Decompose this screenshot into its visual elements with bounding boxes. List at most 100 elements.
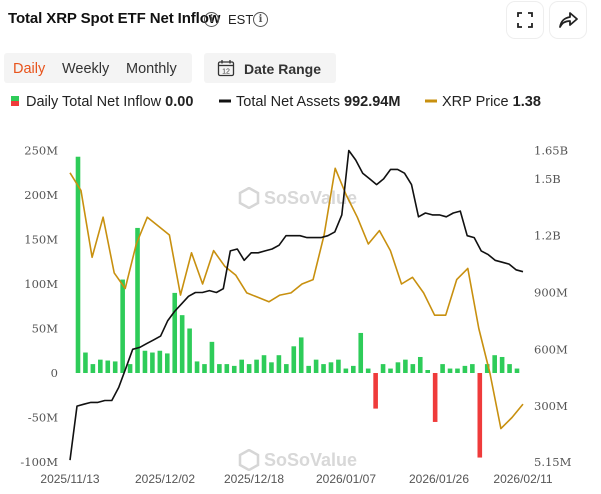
price-line-swatch-icon [425, 99, 437, 103]
x-tick: 2025/11/13 [40, 472, 99, 486]
y-tick-right: 5.15M [534, 455, 572, 469]
inflow-bar [328, 362, 334, 373]
inflow-bar [425, 370, 431, 373]
y-tick-left: 100M [24, 277, 58, 291]
inflow-bar [231, 365, 237, 373]
date-range-label: Date Range [244, 61, 322, 77]
inflow-bar [142, 350, 148, 373]
inflow-bar [432, 373, 438, 422]
y-tick-left: 50M [32, 322, 59, 336]
inflow-bar [172, 292, 178, 373]
y-tick-right: 900M [534, 286, 568, 300]
tab-daily[interactable]: Daily [13, 61, 46, 77]
inflow-bar [157, 350, 163, 373]
timezone-label: EST [228, 12, 254, 27]
inflow-bar [507, 364, 512, 373]
watermark-top: SoSoValue [238, 186, 357, 210]
inflow-bar [269, 362, 274, 373]
inflow-bar [336, 359, 341, 373]
y-tick-right: 1.65B [534, 144, 568, 158]
legend-assets-value: 992.94M [344, 94, 401, 110]
inflow-bar [112, 361, 118, 373]
title-info-icon[interactable]: i [204, 12, 219, 27]
date-range-button[interactable]: 12 Date Range [204, 53, 336, 83]
inflow-bar [120, 279, 125, 373]
inflow-bar [358, 332, 364, 373]
x-tick: 2025/12/02 [135, 472, 195, 486]
inflow-bar [380, 364, 386, 373]
inflow-bar [492, 355, 497, 373]
y-tick-right: 600M [534, 342, 568, 356]
legend-inflow[interactable]: Daily Total Net Inflow 0.00 [10, 94, 193, 110]
inflow-bar [83, 352, 88, 373]
inflow-bar [105, 360, 111, 373]
inflow-bar [470, 364, 475, 373]
inflow-bar [202, 364, 207, 373]
inflow-bar [462, 365, 468, 373]
interval-tab-group [4, 53, 192, 83]
legend-assets[interactable]: Total Net Assets 992.94M [218, 94, 400, 110]
inflow-bar [150, 352, 155, 373]
legend-inflow-value: 0.00 [165, 94, 194, 110]
inflow-bar [455, 368, 460, 373]
y-tick-left: -50M [28, 411, 59, 425]
inflow-bar [164, 353, 170, 373]
tab-monthly[interactable]: Monthly [126, 61, 177, 77]
inflow-bar [403, 359, 408, 373]
inflow-bar [75, 156, 81, 373]
x-tick: 2026/01/26 [409, 472, 469, 486]
x-tick: 2026/01/07 [316, 472, 376, 486]
watermark-bottom: SoSoValue [238, 448, 357, 472]
chart-title: Total XRP Spot ETF Net Inflow [8, 10, 221, 27]
y-tick-right: 1.2B [534, 229, 561, 243]
legend-price-value: 1.38 [512, 94, 541, 110]
share-button[interactable] [550, 2, 586, 38]
tab-weekly[interactable]: Weekly [62, 61, 110, 77]
inflow-bar [261, 355, 267, 373]
x-tick: 2026/02/11 [493, 472, 552, 486]
svg-text:12: 12 [222, 69, 230, 76]
inflow-bar [291, 346, 297, 373]
inflow-bar [440, 364, 445, 373]
inflow-bar [306, 365, 311, 373]
sosovalue-logo-icon [238, 186, 260, 210]
inflow-bar [514, 368, 520, 373]
inflow-bar [395, 362, 401, 373]
calendar-icon: 12 [217, 60, 235, 77]
inflow-bar [477, 373, 483, 458]
inflow-bar [276, 355, 282, 373]
inflow-bar [209, 341, 215, 373]
inflow-bar [499, 356, 505, 373]
inflow-bar [447, 368, 453, 373]
legend-inflow-label: Daily Total Net Inflow [26, 94, 162, 110]
inflow-bar [90, 364, 96, 373]
inflow-bar [284, 364, 289, 373]
y-tick-left: 200M [24, 188, 58, 202]
xrp-price-line [69, 167, 524, 430]
inflow-bar [135, 227, 140, 373]
assets-line-swatch-icon [219, 99, 231, 103]
y-tick-right: 1.5B [534, 172, 561, 186]
inflow-bar [217, 364, 222, 373]
sosovalue-logo-icon [238, 448, 260, 472]
inflow-bar [313, 359, 319, 373]
inflow-bar [179, 315, 185, 373]
fullscreen-icon [517, 12, 533, 28]
inflow-bar [187, 328, 192, 373]
y-tick-left: 250M [24, 144, 58, 158]
legend-price[interactable]: XRP Price 1.38 [424, 94, 541, 110]
y-tick-left: -100M [20, 455, 58, 469]
inflow-bar [127, 364, 133, 373]
inflow-bar [321, 364, 326, 373]
inflow-bar [254, 359, 259, 373]
y-tick-left: 0 [51, 366, 58, 380]
chart-plot-area: 250M 200M 150M 100M 50M 0 -50M -100M 1.65B 1.5B 1.… [20, 144, 572, 487]
inflow-bar [417, 356, 423, 373]
x-tick: 2025/12/18 [224, 472, 284, 486]
legend-assets-label: Total Net Assets [236, 94, 340, 110]
fullscreen-button[interactable] [507, 2, 543, 38]
timezone-info-icon[interactable]: i [253, 12, 268, 27]
y-tick-left: 150M [24, 233, 58, 247]
inflow-bar [194, 361, 200, 373]
inflow-bar [239, 359, 244, 373]
